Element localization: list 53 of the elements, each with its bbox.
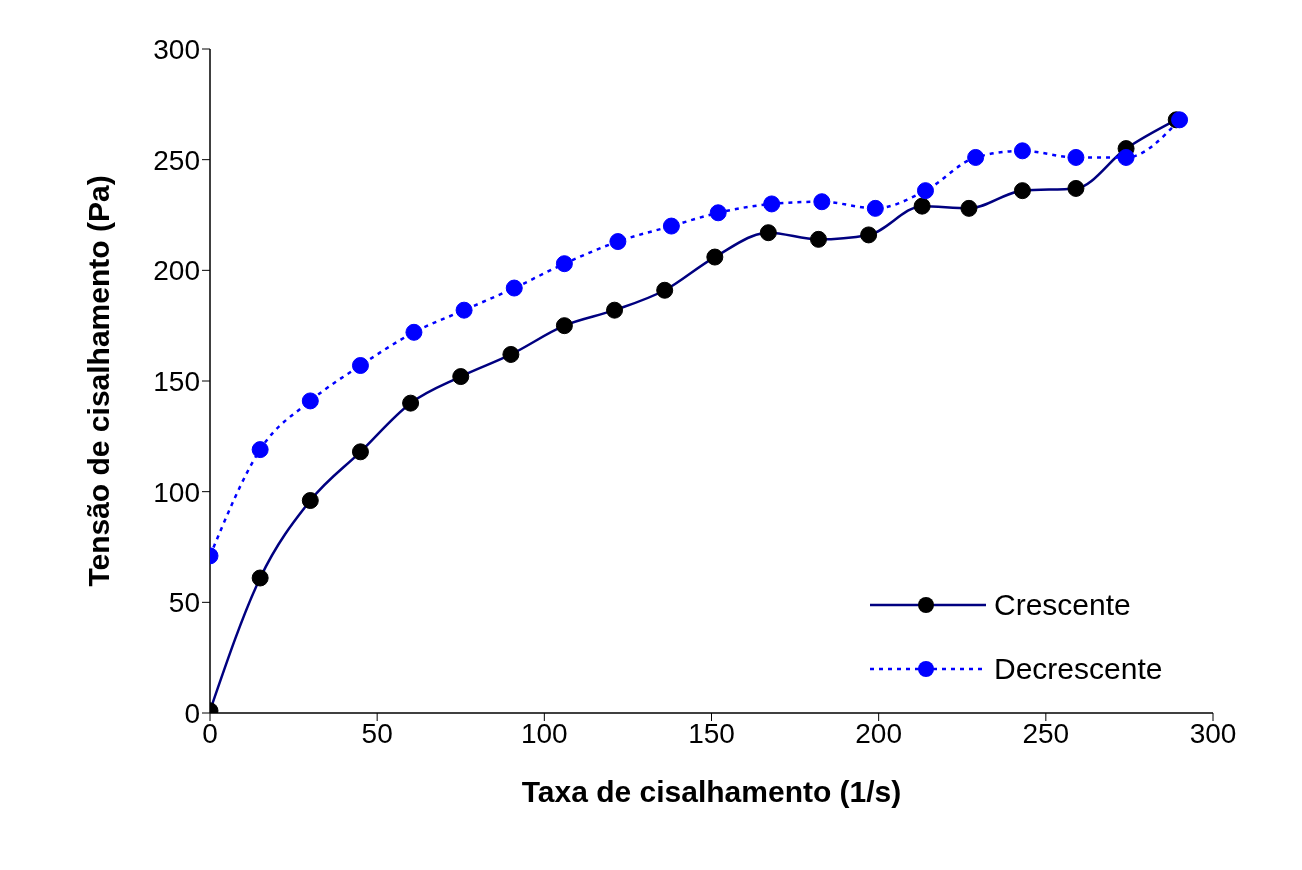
point [656,281,674,299]
x-tick-label: 150 [688,717,735,749]
point [866,199,884,217]
point [405,323,423,341]
point [809,230,827,248]
x-axis-title: Taxa de cisalhamento (1/s) [521,775,902,808]
point [1171,111,1189,129]
point [1117,148,1135,166]
point [351,357,369,375]
y-tick-label: 0 [184,697,200,729]
point [251,441,269,459]
point [913,197,931,215]
point [860,226,878,244]
y-tick-label: 200 [153,255,200,287]
point [452,368,470,386]
point [505,279,523,297]
x-tick-label: 100 [520,717,568,749]
y-tick-label: 250 [153,144,200,176]
point [706,248,724,266]
x-tick-label: 200 [855,717,903,749]
point [709,204,727,222]
point [1067,148,1085,166]
point [555,317,573,335]
point [763,195,781,213]
point [1067,179,1085,197]
y-tick-label: 50 [168,587,200,619]
point [609,233,627,251]
point [662,217,680,235]
point [301,392,319,410]
x-tick-label: 250 [1022,717,1070,749]
point [402,394,420,412]
point [351,443,369,461]
point [916,182,934,200]
x-tick-label: 50 [361,717,393,749]
point [813,193,831,211]
y-tick-label: 100 [153,476,200,508]
point [555,255,573,273]
point [1013,142,1031,160]
y-tick-label: 150 [153,365,200,397]
point [301,492,319,510]
point [1013,182,1031,200]
y-tick-label: 300 [153,33,200,65]
x-tick-label: 300 [1189,717,1237,749]
point [502,345,520,363]
legend-label: Decrescente [994,652,1163,686]
point [967,148,985,166]
y-axis-title: Tensão de cisalhamento (Pa) [81,175,115,587]
point [960,199,978,217]
point [759,224,777,242]
point [455,301,473,319]
point [251,569,269,587]
point [606,301,624,319]
legend-label: Crescente [994,588,1131,622]
